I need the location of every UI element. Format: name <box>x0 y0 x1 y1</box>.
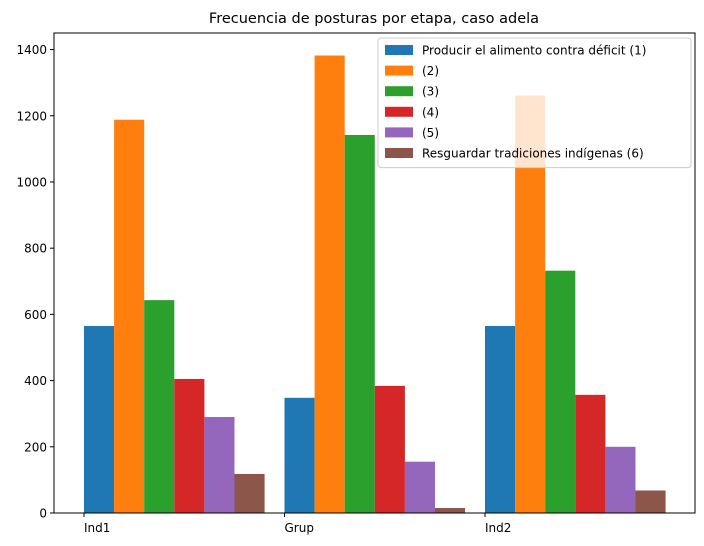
bar-series4-ind2 <box>575 394 606 513</box>
legend-swatch <box>385 148 413 158</box>
legend-label: (5) <box>422 126 439 140</box>
y-tick-label: 400 <box>24 374 47 388</box>
legend-label: Resguardar tradiciones indígenas (6) <box>422 147 644 161</box>
bar-series1-ind2 <box>485 325 516 513</box>
y-tick-label: 1200 <box>16 109 47 123</box>
y-tick-label: 1400 <box>16 43 47 57</box>
plot-frame <box>53 32 696 514</box>
legend-label: (2) <box>422 64 439 78</box>
bar-series3-ind2 <box>545 270 576 513</box>
bar-series6-ind1 <box>234 473 265 513</box>
bars-layer <box>84 55 666 513</box>
y-tick-label: 600 <box>24 308 47 322</box>
bar-series3-grup <box>344 134 375 513</box>
legend-swatch <box>385 106 413 117</box>
axes-layer: 0 200 400 600 800 1000 1200 1400 Ind1 Grup Ind2 <box>16 32 696 535</box>
legend-swatch <box>385 127 413 138</box>
legend-label: (3) <box>422 85 439 99</box>
bar-series4-ind1 <box>174 378 205 513</box>
bar-series1-ind1 <box>84 325 115 513</box>
legend-box <box>377 37 692 169</box>
x-tick-label: Grup <box>285 521 314 535</box>
y-tick-label: 0 <box>39 507 47 521</box>
bar-series3-ind1 <box>144 300 175 513</box>
bar-series6-grup <box>435 508 466 513</box>
bar-series6-ind2 <box>635 490 666 513</box>
chart-title: Frecuencia de posturas por etapa, caso a… <box>209 11 539 27</box>
legend-swatch <box>385 86 413 97</box>
y-tick-label: 800 <box>24 242 47 256</box>
x-tick-label: Ind1 <box>84 521 110 535</box>
y-tick-label: 1000 <box>16 175 47 189</box>
bar-series1-grup <box>284 397 315 513</box>
legend: Producir el alimento contra déficit (1) (… <box>377 37 692 169</box>
legend-swatch <box>385 45 413 55</box>
bar-series4-grup <box>374 385 405 513</box>
bar-series2-ind1 <box>114 119 145 513</box>
x-tick-label: Ind2 <box>485 521 511 535</box>
legend-label: Producir el alimento contra déficit (1) <box>422 44 646 58</box>
bar-series2-grup <box>314 55 345 513</box>
bar-series5-ind1 <box>204 417 235 513</box>
y-tick-label: 200 <box>24 440 47 454</box>
legend-label: (4) <box>422 105 439 119</box>
legend-swatch <box>385 65 413 76</box>
bar-series5-grup <box>404 461 435 513</box>
bar-series5-ind2 <box>605 446 636 513</box>
